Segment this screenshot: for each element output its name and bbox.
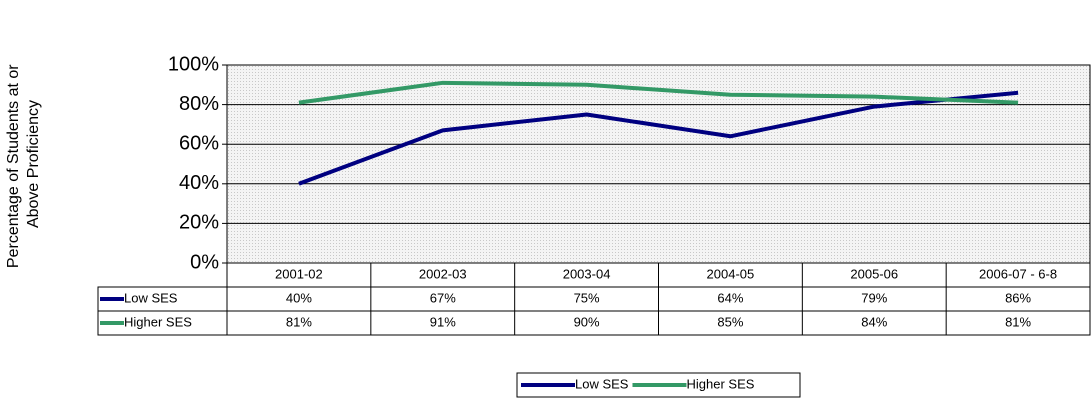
y-axis-label-line: Above Proficiency: [25, 100, 42, 228]
value-label: 86%: [1005, 290, 1031, 305]
y-tick-label: 80%: [179, 93, 219, 115]
value-label: 81%: [1005, 314, 1031, 329]
value-label: 67%: [430, 290, 456, 305]
legend-label: Higher SES: [686, 376, 754, 391]
table-series-name: Higher SES: [124, 314, 192, 329]
value-label: 84%: [861, 314, 887, 329]
value-label: 85%: [717, 314, 743, 329]
value-label: 40%: [286, 290, 312, 305]
x-tick-label: 2002-03: [419, 266, 467, 281]
x-tick-label: 2003-04: [563, 266, 611, 281]
value-label: 90%: [574, 314, 600, 329]
x-tick-label: 2004-05: [707, 266, 755, 281]
y-tick-label: 100%: [168, 53, 219, 75]
y-tick-label: 60%: [179, 132, 219, 154]
value-label: 81%: [286, 314, 312, 329]
legend-label: Low SES: [575, 376, 629, 391]
series-line: [298, 80, 1019, 105]
value-label: 75%: [574, 290, 600, 305]
x-tick-label: 2005-06: [850, 266, 898, 281]
value-label: 79%: [861, 290, 887, 305]
table-series-name: Low SES: [124, 290, 178, 305]
series-line: [298, 90, 1019, 186]
y-tick-label: 20%: [179, 212, 219, 234]
value-label: 91%: [430, 314, 456, 329]
y-axis-label: Percentage of Students at or Above Profi…: [5, 60, 42, 268]
y-tick-label: 0%: [190, 251, 219, 273]
y-tick-label: 40%: [179, 172, 219, 194]
value-label: 64%: [717, 290, 743, 305]
y-axis-label-line: Percentage of Students at or: [5, 64, 22, 268]
x-tick-label: 2001-02: [275, 266, 323, 281]
x-tick-label: 2006-07 - 6-8: [979, 266, 1057, 281]
